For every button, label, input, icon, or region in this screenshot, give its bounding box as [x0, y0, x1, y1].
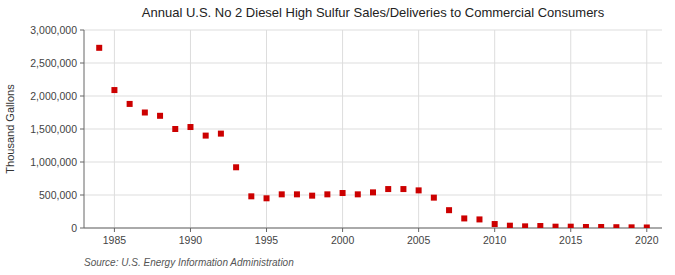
point [172, 126, 178, 132]
tick-mark [80, 195, 84, 196]
point [355, 191, 361, 197]
point [492, 221, 498, 227]
point [553, 224, 559, 228]
tick-mark [80, 129, 84, 130]
tick-mark [114, 228, 115, 232]
grid-line [84, 228, 662, 229]
point [568, 224, 574, 228]
x-axis [84, 228, 662, 229]
point [96, 45, 102, 51]
tick-label: 2015 [559, 234, 583, 246]
tick-label: 2005 [407, 234, 431, 246]
point [264, 195, 270, 201]
point [203, 133, 209, 139]
grid-line [84, 129, 662, 130]
tick-mark [80, 96, 84, 97]
point [248, 193, 254, 199]
tick-mark [418, 228, 419, 232]
tick-label: 0 [71, 222, 77, 234]
tick-label: 1,500,000 [30, 123, 77, 135]
point [233, 164, 239, 170]
tick-label: 2020 [635, 234, 659, 246]
grid-line [342, 30, 343, 228]
point [385, 186, 391, 192]
tick-mark [266, 228, 267, 232]
chart: Annual U.S. No 2 Diesel High Sulfur Sale… [0, 0, 675, 275]
point [218, 131, 224, 137]
grid-line [84, 162, 662, 163]
tick-label: 1995 [255, 234, 279, 246]
grid-line [84, 96, 662, 97]
tick-mark [646, 228, 647, 232]
tick-label: 500,000 [39, 189, 77, 201]
grid-line [84, 30, 662, 31]
tick-label: 2,000,000 [30, 90, 77, 102]
grid-line [114, 30, 115, 228]
axis-label: Thousand Gallons [4, 84, 16, 174]
point [476, 216, 482, 222]
point [111, 87, 117, 93]
grid-line [418, 30, 419, 228]
tick-mark [570, 228, 571, 232]
tick-label: 1990 [179, 234, 203, 246]
point [309, 193, 315, 199]
tick-mark [190, 228, 191, 232]
point [537, 223, 543, 228]
point [613, 224, 619, 228]
point [522, 223, 528, 228]
grid-line [570, 30, 571, 228]
tick-label: 1985 [103, 234, 127, 246]
point [507, 223, 513, 228]
tick-mark [80, 162, 84, 163]
point [446, 207, 452, 213]
point [629, 224, 635, 228]
title: Annual U.S. No 2 Diesel High Sulfur Sale… [142, 5, 605, 20]
points [96, 45, 650, 228]
grid-line [646, 30, 647, 228]
source: Source: U.S. Energy Information Administ… [84, 257, 294, 268]
point [400, 186, 406, 192]
point [644, 224, 650, 228]
point [583, 224, 589, 228]
tick-mark [80, 30, 84, 31]
point [431, 195, 437, 201]
grid-line [84, 63, 662, 64]
tick-mark [80, 63, 84, 64]
tick-mark [342, 228, 343, 232]
tick-label: 1,000,000 [30, 156, 77, 168]
point [279, 191, 285, 197]
point [416, 187, 422, 193]
point [598, 224, 604, 228]
point [187, 124, 193, 130]
tick-label: 3,000,000 [30, 24, 77, 36]
point [294, 191, 300, 197]
tick-label: 2000 [331, 234, 355, 246]
tick-mark [494, 228, 495, 232]
grid-line [494, 30, 495, 228]
tick-label: 2,500,000 [30, 57, 77, 69]
point [370, 189, 376, 195]
y-axis [84, 30, 85, 228]
point [157, 113, 163, 119]
point [127, 101, 133, 107]
tick-label: 2010 [483, 234, 507, 246]
tick-mark [80, 228, 84, 229]
point [340, 190, 346, 196]
point [142, 110, 148, 116]
point [324, 191, 330, 197]
point [461, 215, 467, 221]
